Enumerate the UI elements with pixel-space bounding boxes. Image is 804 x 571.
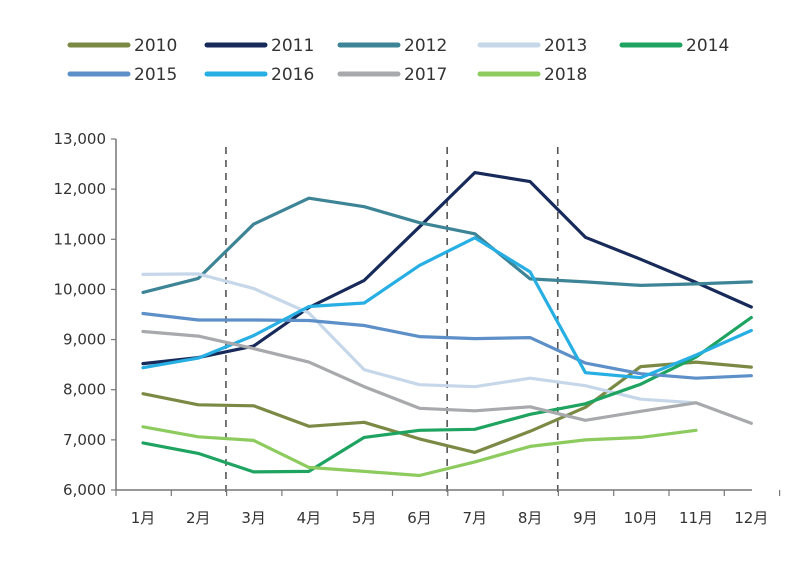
x-tick-label: 6月 bbox=[407, 509, 432, 527]
legend-item: 2017 bbox=[337, 65, 447, 85]
legend-item: 2018 bbox=[477, 65, 587, 85]
legend-item: 2011 bbox=[204, 36, 314, 56]
legend-item: 2015 bbox=[67, 65, 177, 85]
series-line-2018 bbox=[141, 425, 698, 478]
series-line-2013 bbox=[141, 272, 698, 405]
legend-label: 2012 bbox=[404, 36, 447, 56]
legend-item: 2010 bbox=[67, 36, 177, 56]
legend-label: 2018 bbox=[544, 65, 587, 85]
legend-item: 2013 bbox=[477, 36, 587, 56]
series-line-2012 bbox=[141, 196, 753, 294]
legend-label: 2016 bbox=[271, 65, 314, 85]
x-tick-label: 1月 bbox=[131, 509, 156, 527]
series-line-2016 bbox=[141, 236, 753, 380]
series-line-2014 bbox=[141, 315, 753, 474]
y-tick-label: 11,000 bbox=[54, 230, 107, 248]
x-tick-label: 3月 bbox=[241, 509, 266, 527]
x-tick-label: 11月 bbox=[679, 509, 713, 527]
x-tick-label: 12月 bbox=[734, 509, 768, 527]
y-tick-label: 10,000 bbox=[54, 280, 107, 298]
series-line-2010 bbox=[141, 360, 753, 454]
x-tick-label: 5月 bbox=[352, 509, 377, 527]
legend-label: 2013 bbox=[544, 36, 587, 56]
y-tick-label: 7,000 bbox=[63, 431, 106, 449]
legend-label: 2014 bbox=[686, 36, 729, 56]
x-tick-label: 2月 bbox=[186, 509, 211, 527]
y-tick-label: 13,000 bbox=[54, 130, 107, 148]
y-tick-label: 9,000 bbox=[63, 331, 106, 349]
y-tick-label: 12,000 bbox=[54, 180, 107, 198]
series-line-2017 bbox=[141, 329, 753, 425]
legend-label: 2015 bbox=[134, 65, 177, 85]
legend-label: 2010 bbox=[134, 36, 177, 56]
x-tick-label: 8月 bbox=[518, 509, 543, 527]
chart-series bbox=[141, 171, 753, 478]
y-tick-label: 8,000 bbox=[63, 381, 106, 399]
legend-item: 2014 bbox=[619, 36, 729, 56]
x-tick-label: 9月 bbox=[573, 509, 598, 527]
legend-item: 2012 bbox=[337, 36, 447, 56]
x-tick-label: 10月 bbox=[624, 509, 658, 527]
chart-legend: 2010 2011 2012 2013 2014 2015 2016 2017 2018 bbox=[67, 36, 729, 85]
y-tick-label: 6,000 bbox=[63, 481, 106, 499]
chart-axes: 6,000 7,000 8,000 9,000 10,000 11,000 12,000 13… bbox=[54, 130, 781, 527]
legend-item: 2016 bbox=[204, 65, 314, 85]
x-tick-label: 7月 bbox=[463, 509, 488, 527]
legend-label: 2017 bbox=[404, 65, 447, 85]
x-tick-label: 4月 bbox=[297, 509, 322, 527]
legend-label: 2011 bbox=[271, 36, 314, 56]
